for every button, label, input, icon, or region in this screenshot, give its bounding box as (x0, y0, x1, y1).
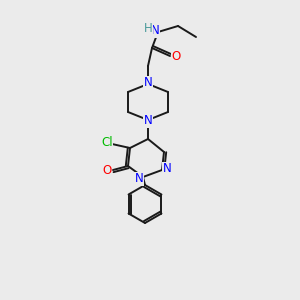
Text: O: O (102, 164, 112, 176)
Text: O: O (171, 50, 181, 62)
Text: N: N (163, 163, 171, 176)
Text: Cl: Cl (101, 136, 113, 149)
Text: N: N (135, 172, 143, 185)
Text: H: H (144, 22, 152, 35)
Text: N: N (151, 25, 159, 38)
Text: N: N (144, 115, 152, 128)
Text: N: N (144, 76, 152, 89)
